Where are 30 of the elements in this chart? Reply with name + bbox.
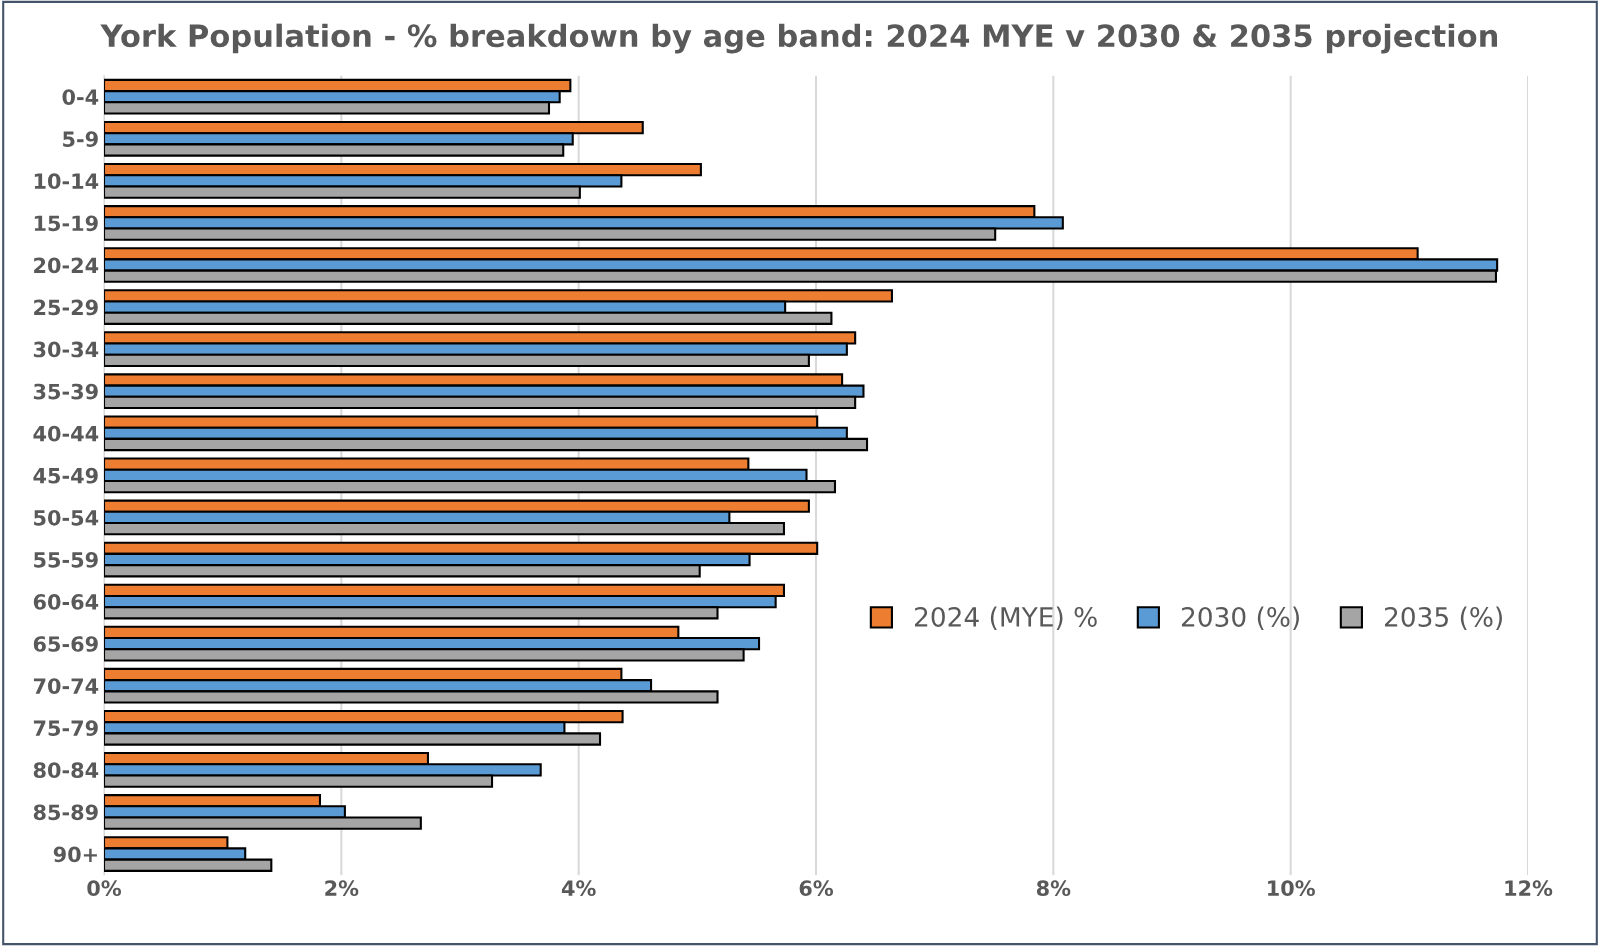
legend-label: 2035 (%) [1384,606,1502,631]
chart-title: York Population - % breakdown by age band: 2024 MYE v 2030 & 2035 projection [100,23,1498,54]
y-tick-label: 75-79 [33,720,98,737]
y-tick-label: 20-24 [34,257,99,274]
y-tick-label: 30-34 [33,341,99,358]
y-tick-label: 70-74 [33,678,99,694]
x-tick-label: 0% [87,880,122,897]
x-tick-label: 2% [325,880,359,897]
x-tick-label: 8% [1036,880,1071,897]
y-tick-label: 60-64 [33,594,99,610]
x-tick-label: 10% [1268,880,1315,897]
x-tick-label: 12% [1505,880,1553,897]
y-tick-label: 65-69 [33,636,98,652]
x-tick-label: 4% [561,880,596,897]
y-tick-label: 5-9 [63,131,98,147]
y-tick-label: 45-49 [33,467,98,484]
y-tick-label: 10-14 [34,173,99,190]
y-tick-label: 85-89 [33,804,98,821]
y-tick-label: 0-4 [62,89,99,105]
x-tick-label: 6% [799,880,834,897]
y-tick-label: 80-84 [33,762,99,779]
y-tick-label: 90+ [53,846,97,863]
legend-label: 2030 (%) [1181,606,1299,631]
y-tick-label: 35-39 [33,383,98,400]
y-tick-label: 55-59 [34,551,98,568]
y-tick-label: 50-54 [34,509,99,526]
y-tick-label: 25-29 [34,299,98,316]
legend-label: 2024 (MYE) % [914,606,1097,631]
y-tick-label: 40-44 [33,425,99,442]
y-tick-label: 15-19 [34,215,98,232]
